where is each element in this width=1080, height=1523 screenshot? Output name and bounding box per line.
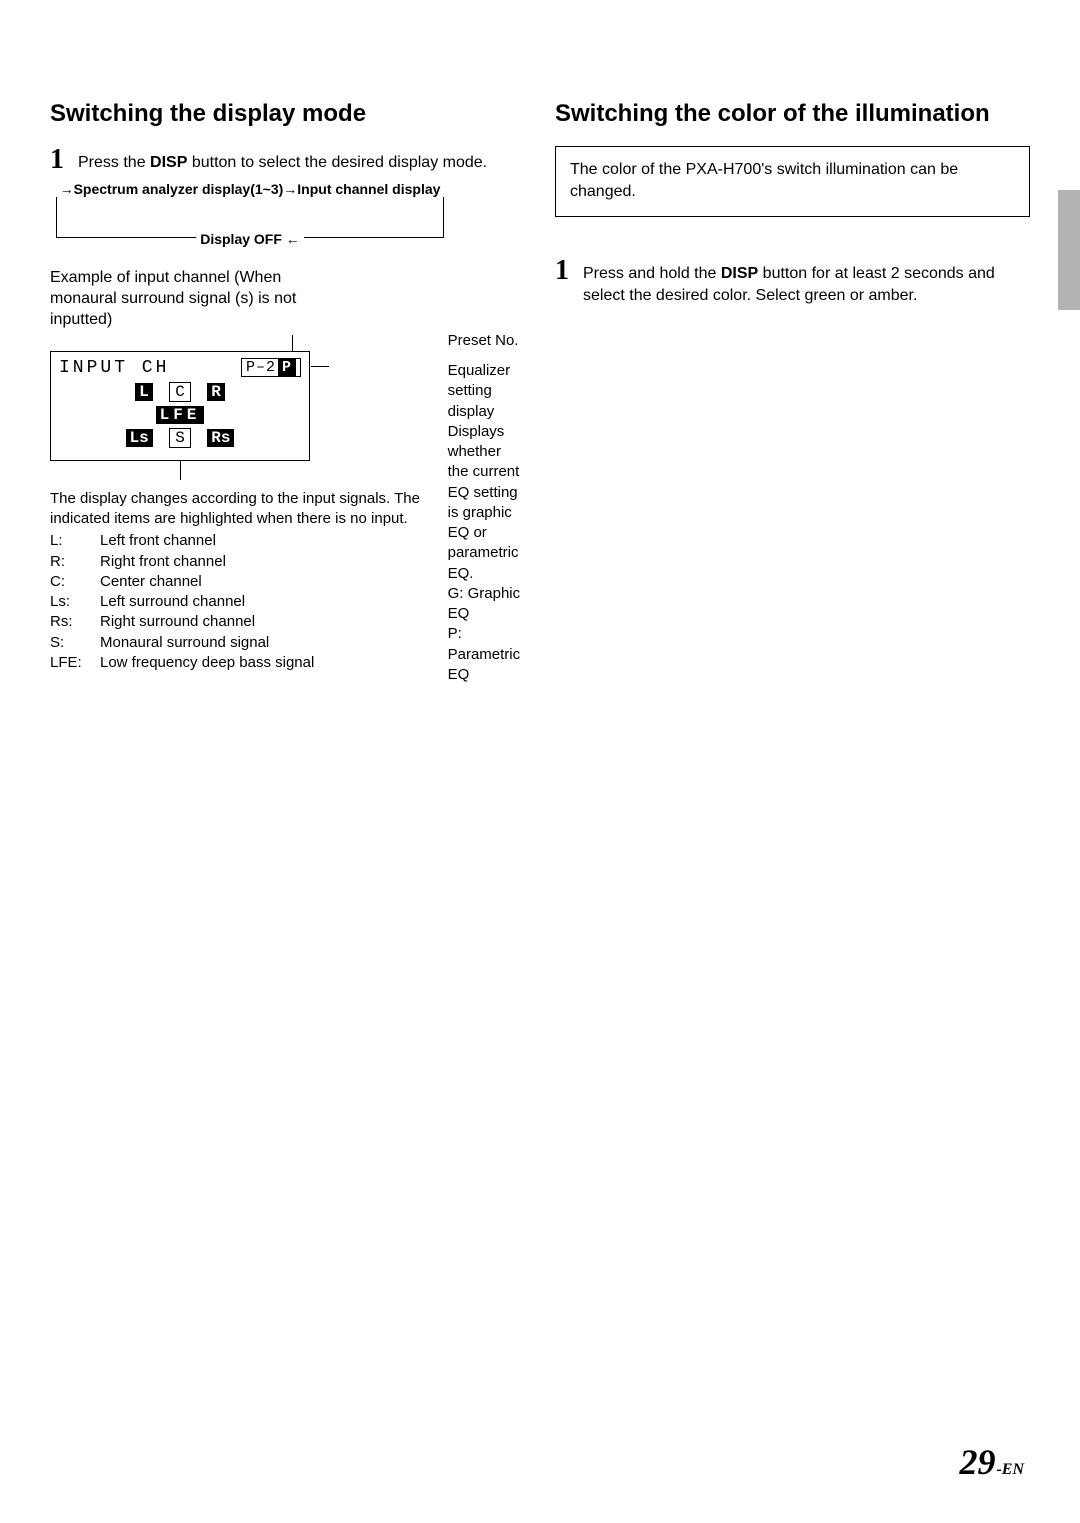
disp-bold: DISP [150, 154, 187, 171]
info-box: The color of the PXA-H700's switch illum… [555, 146, 1030, 217]
lcd-row3: Ls S Rs [59, 428, 301, 448]
ch-val: Left surround channel [100, 592, 245, 612]
step-post: button to select the desired display mod… [187, 154, 487, 171]
ch-LFE: LFE [156, 406, 205, 424]
right-column: Switching the color of the illumination … [555, 100, 1030, 685]
lcd-row2: L C R [59, 382, 301, 402]
preset-box: P–2P [241, 358, 301, 377]
ch-L: L [135, 383, 153, 401]
eq-desc: Displays whether the current EQ setting … [448, 422, 525, 584]
example-row: INPUT CH P–2P L C R LFE Ls [50, 351, 525, 685]
preset-prefix: P–2 [246, 359, 276, 376]
ch-row: Ls:Left surround channel [50, 592, 428, 612]
ch-row: L:Left front channel [50, 531, 428, 551]
ch-Ls: Ls [126, 429, 153, 447]
lcd-row1: INPUT CH P–2P [59, 358, 301, 378]
page-number: 29-EN [959, 1441, 1024, 1483]
left-step-1: 1 Press the DISP button to select the de… [50, 146, 525, 174]
ch-val: Left front channel [100, 531, 216, 551]
ch-val: Right front channel [100, 552, 226, 572]
ch-row: R:Right front channel [50, 552, 428, 572]
left-column: Switching the display mode 1 Press the D… [50, 100, 525, 685]
ch-key: Rs: [50, 612, 100, 632]
desc-block: The display changes according to the inp… [50, 489, 428, 673]
ch-row: S:Monaural surround signal [50, 633, 428, 653]
flow-top: →Spectrum analyzer display(1~3)→Input ch… [56, 190, 444, 214]
channel-table: L:Left front channel R:Right front chann… [50, 531, 428, 673]
disp-bold: DISP [721, 265, 758, 282]
step-pre: Press the [78, 154, 150, 171]
step-text: Press the DISP button to select the desi… [78, 146, 487, 174]
flow-top-b: Input channel display [297, 181, 440, 197]
arrow-right-icon: → [60, 181, 74, 197]
flow-bot: Display OFF ← [56, 214, 444, 238]
flow-bot-text: Display OFF ← [196, 231, 304, 247]
page-number-suffix: -EN [996, 1461, 1024, 1478]
ch-C: C [169, 382, 191, 402]
ch-row: Rs:Right surround channel [50, 612, 428, 632]
preset-suffix: P [278, 359, 296, 376]
lcd-display: INPUT CH P–2P L C R LFE Ls [50, 351, 310, 461]
page-number-value: 29 [959, 1442, 995, 1482]
right-step-1: 1 Press and hold the DISP button for at … [555, 257, 1030, 308]
eq-label: Equalizer setting display [448, 361, 525, 422]
flow-top-text: →Spectrum analyzer display(1~3)→Input ch… [56, 181, 445, 197]
preset-callout-line [292, 335, 293, 351]
ch-val: Monaural surround signal [100, 633, 269, 653]
ch-row: C:Center channel [50, 572, 428, 592]
ch-key: LFE: [50, 653, 100, 673]
ch-val: Center channel [100, 572, 202, 592]
arrow-right-icon: → [283, 181, 297, 197]
example-caption: Example of input channel (When monaural … [50, 268, 310, 330]
ch-Rs: Rs [207, 429, 234, 447]
ch-key: Ls: [50, 592, 100, 612]
left-title: Switching the display mode [50, 100, 525, 128]
ch-val: Low frequency deep bass signal [100, 653, 314, 673]
lcd-block: INPUT CH P–2P L C R LFE Ls [50, 351, 428, 685]
right-title: Switching the color of the illumination [555, 100, 1030, 128]
flow-diagram: →Spectrum analyzer display(1~3)→Input ch… [50, 190, 450, 238]
ch-key: L: [50, 531, 100, 551]
eq-callout-line [311, 366, 329, 367]
lcd-input-ch: INPUT CH [59, 358, 169, 378]
eq-p: P: Parametric EQ [448, 624, 525, 685]
desc-text: The display changes according to the inp… [50, 489, 428, 530]
arrow-left-icon: ← [286, 231, 300, 247]
side-tab [1058, 190, 1080, 310]
step-number: 1 [555, 257, 569, 285]
ch-val: Right surround channel [100, 612, 255, 632]
ch-R: R [207, 383, 225, 401]
step-text: Press and hold the DISP button for at le… [583, 257, 1030, 308]
ch-key: S: [50, 633, 100, 653]
flow-top-a: Spectrum analyzer display(1~3) [74, 181, 284, 197]
callout-right: Preset No. Equalizer setting display Dis… [448, 351, 525, 685]
ch-key: R: [50, 552, 100, 572]
step-number: 1 [50, 146, 64, 174]
step-pre: Press and hold the [583, 265, 721, 282]
ch-S: S [169, 428, 191, 448]
preset-label: Preset No. [448, 331, 525, 351]
ch-row: LFE:Low frequency deep bass signal [50, 653, 428, 673]
ch-key: C: [50, 572, 100, 592]
page-body: Switching the display mode 1 Press the D… [0, 0, 1080, 735]
lcd-lfe-row: LFE [59, 406, 301, 424]
lcd-line-down [180, 460, 181, 480]
eq-g: G: Graphic EQ [448, 584, 525, 625]
flow-bot-label: Display OFF [200, 231, 282, 247]
